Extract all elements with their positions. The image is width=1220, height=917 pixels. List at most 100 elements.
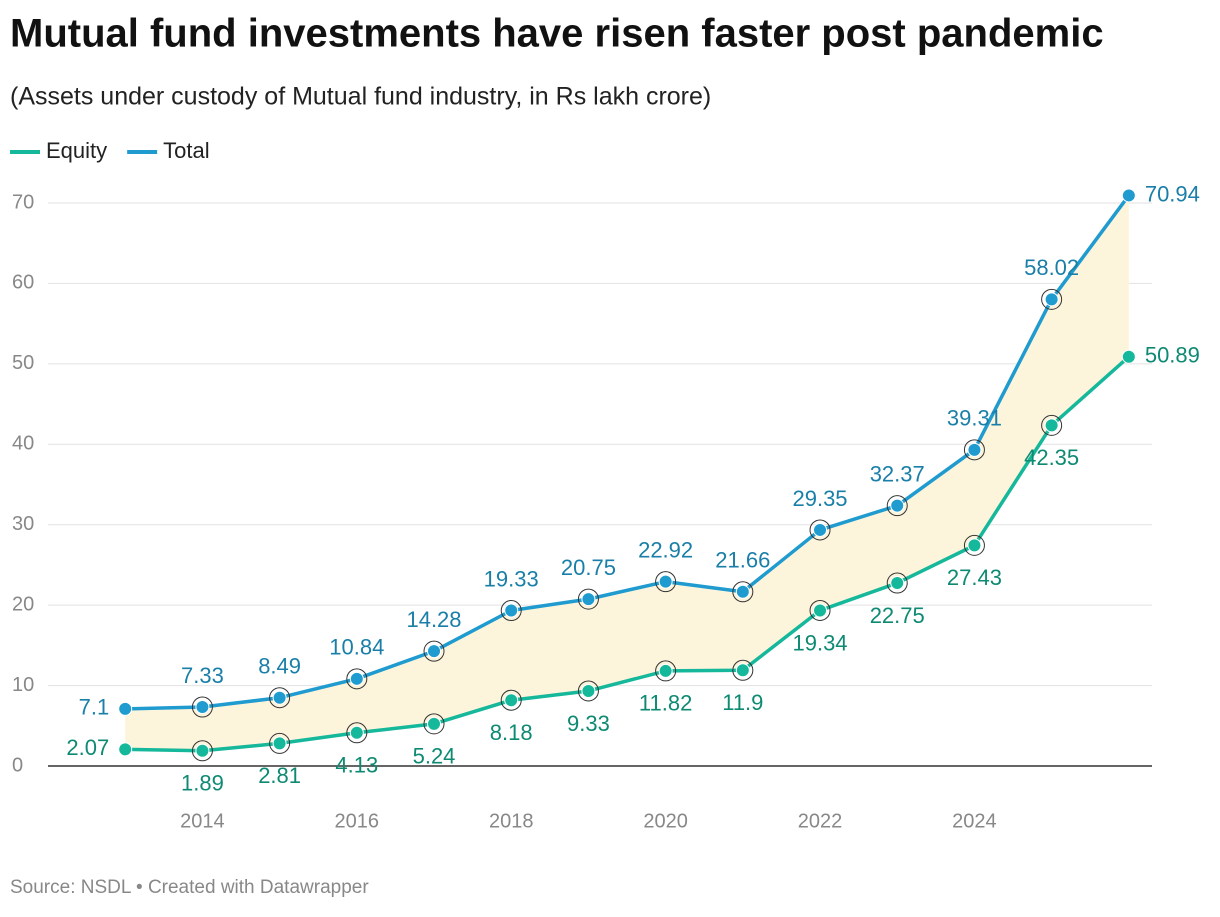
data-label: 70.94 — [1145, 181, 1200, 206]
point — [735, 663, 750, 678]
point — [272, 736, 287, 751]
data-label: 7.33 — [181, 663, 224, 688]
point — [427, 644, 442, 659]
point — [581, 592, 596, 607]
point-ring — [809, 519, 831, 541]
point-ring — [346, 722, 368, 744]
point — [272, 690, 287, 705]
y-tick-label: 50 — [12, 352, 34, 374]
data-label: 5.24 — [413, 744, 456, 769]
data-label: 22.75 — [870, 603, 925, 628]
x-tick-label: 2016 — [335, 810, 380, 832]
data-label: 4.13 — [335, 753, 378, 778]
data-label: 42.35 — [1024, 445, 1079, 470]
series-line — [125, 194, 1131, 711]
data-label: 50.89 — [1145, 343, 1200, 368]
data-label: 22.92 — [638, 537, 693, 562]
data-label: 32.37 — [870, 461, 925, 486]
point — [1121, 349, 1136, 364]
data-label: 19.34 — [792, 630, 847, 655]
y-tick-label: 70 — [12, 191, 34, 213]
data-label: 11.82 — [639, 691, 692, 716]
point — [813, 522, 828, 537]
y-tick-label: 30 — [12, 513, 34, 535]
point — [1044, 418, 1059, 433]
point — [349, 671, 364, 686]
point-ring — [191, 696, 213, 718]
data-label: 8.49 — [258, 654, 301, 679]
series-line — [125, 355, 1131, 753]
point-ring — [191, 740, 213, 762]
point-ring — [886, 495, 908, 517]
point — [890, 576, 905, 591]
point-ring — [269, 732, 291, 754]
chart-title: Mutual fund investments have risen faste… — [10, 12, 1104, 56]
point — [504, 603, 519, 618]
point — [735, 584, 750, 599]
data-label: 19.33 — [484, 566, 539, 591]
point-ring — [655, 571, 677, 593]
data-label: 10.84 — [329, 635, 384, 660]
point-ring — [1041, 288, 1063, 310]
point-ring — [577, 588, 599, 610]
point — [658, 574, 673, 589]
area-between — [125, 195, 1129, 751]
point — [890, 498, 905, 513]
x-tick-label: 2024 — [952, 810, 997, 832]
point — [118, 742, 133, 757]
chart-subtitle: (Assets under custody of Mutual fund ind… — [10, 83, 711, 111]
x-tick-label: 2014 — [180, 810, 225, 832]
point-ring — [500, 689, 522, 711]
point — [349, 725, 364, 740]
y-tick-label: 20 — [12, 593, 34, 615]
point-ring — [886, 572, 908, 594]
point-ring — [732, 659, 754, 681]
y-tick-label: 40 — [12, 433, 34, 455]
point-ring — [500, 600, 522, 622]
point — [1044, 292, 1059, 307]
point — [581, 683, 596, 698]
point-ring — [423, 713, 445, 735]
point-ring — [732, 581, 754, 603]
point — [1121, 188, 1136, 203]
point-ring — [269, 687, 291, 709]
data-label: 20.75 — [561, 555, 616, 580]
point — [195, 743, 210, 758]
point-ring — [655, 660, 677, 682]
data-label: 27.43 — [947, 565, 1002, 590]
point — [967, 442, 982, 457]
data-label: 11.9 — [722, 690, 763, 715]
point-ring — [577, 680, 599, 702]
data-label: 39.31 — [947, 406, 1002, 431]
data-label: 14.28 — [406, 607, 461, 632]
point — [427, 716, 442, 731]
data-label: 1.89 — [181, 771, 224, 796]
point-ring — [809, 599, 831, 621]
data-label: 2.07 — [66, 735, 109, 760]
data-label: 7.1 — [79, 695, 110, 720]
x-tick-label: 2018 — [489, 810, 534, 832]
point-ring — [1041, 414, 1063, 436]
data-label: 9.33 — [567, 711, 610, 736]
legend-label: Equity — [46, 138, 107, 163]
source: Source: NSDL • Created with Datawrapper — [10, 877, 369, 898]
data-label: 58.02 — [1024, 255, 1079, 280]
x-tick-label: 2022 — [798, 810, 843, 832]
data-label: 8.18 — [490, 720, 533, 745]
point — [118, 701, 133, 716]
point — [967, 538, 982, 553]
y-tick-label: 0 — [12, 754, 23, 776]
point-ring — [423, 640, 445, 662]
y-tick-label: 10 — [12, 674, 34, 696]
point-ring — [963, 534, 985, 556]
point — [813, 603, 828, 618]
point-ring — [963, 439, 985, 461]
legend-label: Total — [163, 138, 209, 163]
data-label: 21.66 — [715, 548, 770, 573]
x-tick-label: 2020 — [643, 810, 688, 832]
y-tick-label: 60 — [12, 272, 34, 294]
point — [195, 700, 210, 715]
point — [504, 693, 519, 708]
